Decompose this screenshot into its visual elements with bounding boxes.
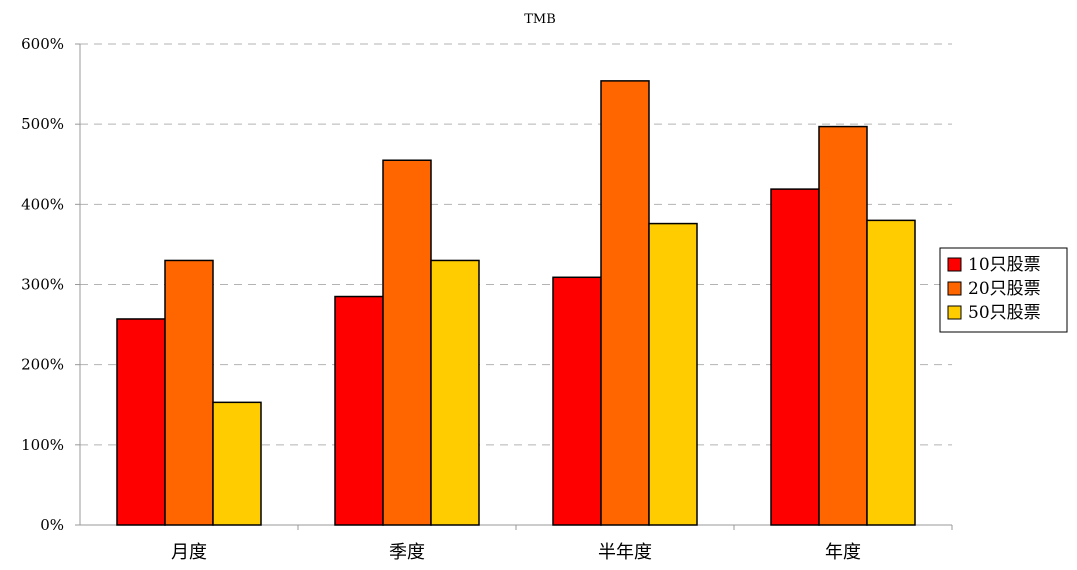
legend-label: 20只股票	[968, 279, 1041, 299]
bar	[430, 259, 480, 526]
bar	[382, 159, 432, 526]
y-tick-label: 600%	[21, 35, 64, 53]
bar	[552, 276, 602, 526]
y-tick-label: 500%	[21, 115, 64, 133]
bar	[770, 188, 820, 526]
x-tick-label: 季度	[389, 542, 425, 563]
x-tick-label: 年度	[825, 542, 861, 563]
y-tick-label: 400%	[21, 195, 64, 213]
bars	[116, 80, 916, 526]
bar	[866, 219, 916, 526]
legend-label: 50只股票	[968, 303, 1041, 323]
legend-swatch	[947, 305, 962, 320]
bar	[648, 222, 698, 526]
y-tick-label: 0%	[40, 516, 64, 534]
chart-title: TMB	[524, 12, 556, 27]
x-tick-label: 月度	[171, 542, 207, 563]
bar	[334, 295, 384, 526]
gridlines	[80, 43, 952, 446]
bar	[818, 125, 868, 526]
y-tick-label: 300%	[21, 276, 64, 294]
y-tick-label: 200%	[21, 356, 64, 374]
bar	[600, 80, 650, 526]
legend-swatch	[947, 281, 962, 296]
x-tick-label: 半年度	[598, 542, 652, 563]
y-tick-label: 100%	[21, 436, 64, 454]
bar	[116, 318, 166, 526]
bar	[164, 259, 214, 526]
legend: 10只股票 20只股票 50只股票	[939, 247, 1068, 333]
legend-swatch	[947, 257, 962, 272]
legend-label: 10只股票	[968, 255, 1041, 275]
bar	[212, 401, 262, 526]
axis-labels: 0% 100% 200% 300% 400% 500% 600% 月度 季度 半年度 年度	[21, 35, 861, 563]
